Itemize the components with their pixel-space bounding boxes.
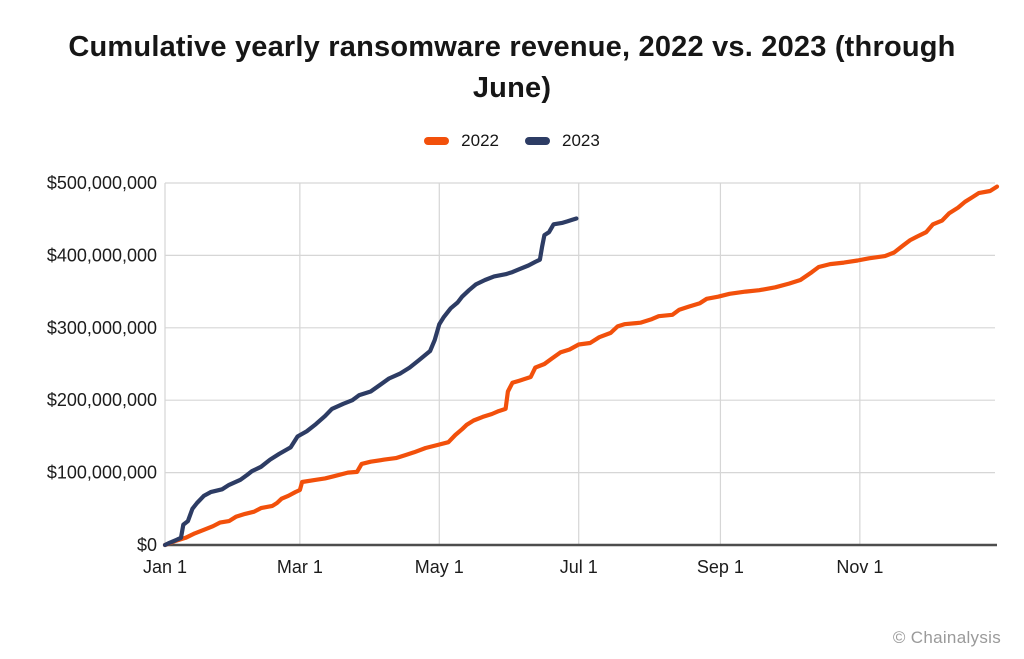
x-tick-label: Jul 1	[560, 557, 598, 577]
legend-item-2022: 2022	[424, 131, 499, 151]
chart-legend: 2022 2023	[0, 131, 1024, 151]
x-tick-label: Mar 1	[277, 557, 323, 577]
x-tick-label: Nov 1	[836, 557, 883, 577]
y-tick-label: $400,000,000	[47, 245, 157, 265]
x-tick-label: Jan 1	[143, 557, 187, 577]
y-tick-label: $200,000,000	[47, 390, 157, 410]
legend-item-2023: 2023	[525, 131, 600, 151]
y-tick-label: $300,000,000	[47, 318, 157, 338]
legend-label-2022: 2022	[461, 131, 499, 151]
y-tick-label: $500,000,000	[47, 173, 157, 193]
x-tick-label: Sep 1	[697, 557, 744, 577]
legend-label-2023: 2023	[562, 131, 600, 151]
y-tick-label: $0	[137, 535, 157, 555]
series-line-2022	[162, 184, 1000, 548]
legend-swatch-2022-icon	[424, 137, 450, 146]
x-tick-label: May 1	[415, 557, 464, 577]
y-tick-label: $100,000,000	[47, 463, 157, 483]
chart-title: Cumulative yearly ransomware revenue, 20…	[68, 31, 956, 105]
series-line-2023	[162, 216, 579, 548]
legend-swatch-2023-icon	[525, 137, 550, 146]
chainalysis-watermark: © Chainalysis	[892, 628, 1001, 647]
